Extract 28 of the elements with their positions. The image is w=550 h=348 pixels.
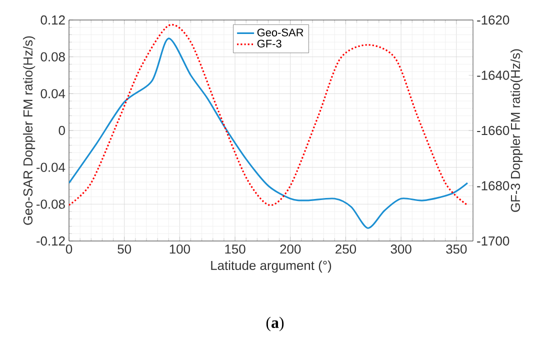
- y2-axis-title: GF-3 Doppler FM ratio(Hz/s): [510, 49, 523, 212]
- line-series: [69, 38, 468, 229]
- line-series: [69, 24, 468, 206]
- y2-tick-label: -1700: [477, 236, 510, 246]
- legend-label: Geo-SAR: [257, 28, 304, 36]
- x-tick-label: 100: [170, 244, 190, 254]
- x-tick-label: 300: [390, 244, 412, 254]
- legend-label: GF-3: [257, 40, 282, 48]
- y2-tick-label: -1660: [477, 126, 510, 136]
- y-tick-label: 0.08: [40, 52, 65, 62]
- y-tick-label: 0: [58, 126, 65, 136]
- text: (a): [266, 316, 284, 332]
- y2-tick-label: -1620: [477, 15, 510, 25]
- y-tick-label: -0.12: [36, 236, 65, 246]
- x-tick-label: 200: [280, 244, 301, 254]
- y-tick-label: 0.04: [40, 89, 66, 98]
- x-tick-label: 350: [446, 244, 467, 254]
- y-tick-label: -0.04: [36, 162, 66, 172]
- x-tick-label: 250: [336, 244, 356, 254]
- y-tick-label: -0.08: [36, 200, 65, 209]
- y2-tick-label: -1680: [477, 181, 510, 190]
- y2-tick-label: -1640: [477, 70, 510, 80]
- x-tick-label: 0: [66, 244, 72, 254]
- y-axis-title: Geo-SAR Doppler FM ratio(Hz/s): [23, 36, 36, 225]
- x-tick-label: 50: [118, 244, 132, 254]
- x-tick-label: 150: [225, 244, 246, 254]
- x-axis-title: Latitude argument (°): [211, 260, 332, 273]
- y-tick-label: 0.12: [40, 15, 65, 25]
